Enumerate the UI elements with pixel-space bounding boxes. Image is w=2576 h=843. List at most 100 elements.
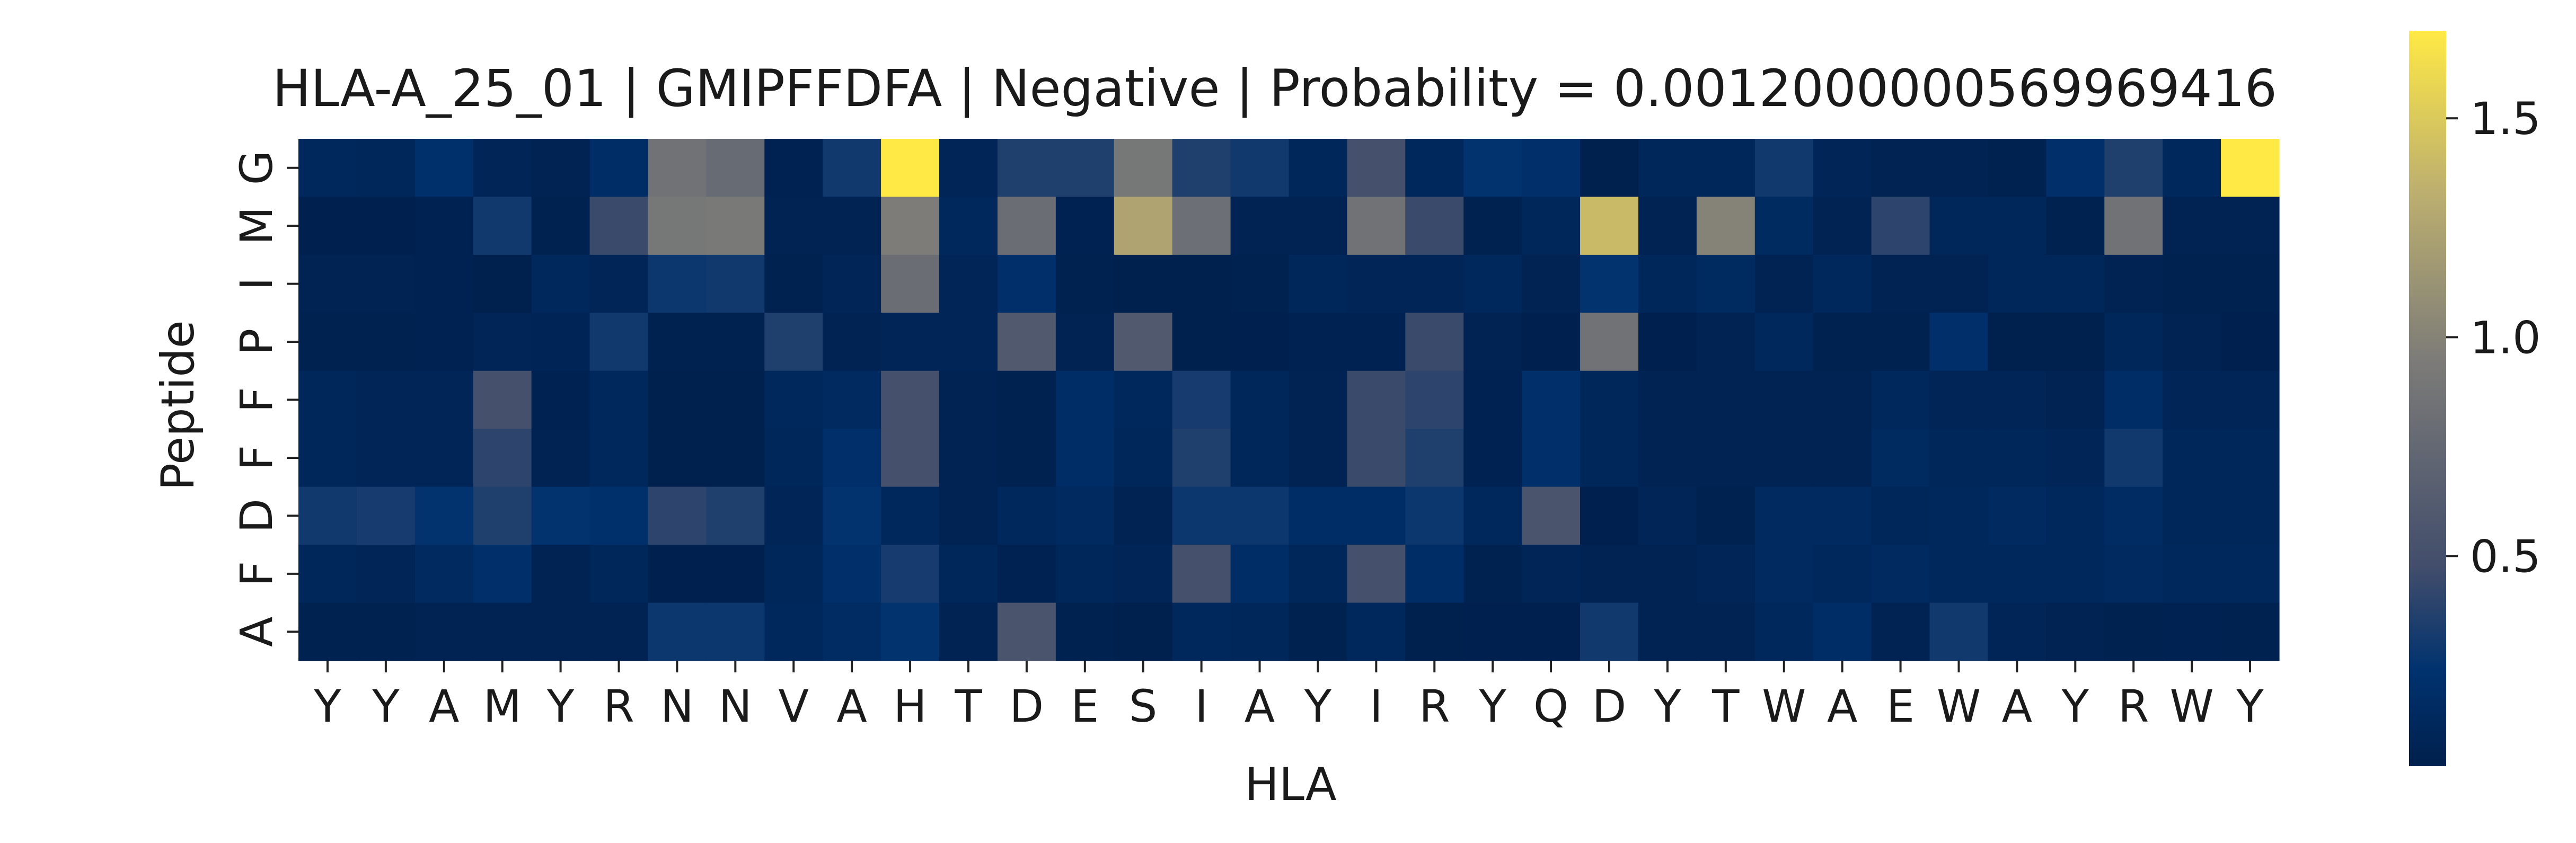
heatmap-cell [2163, 602, 2221, 661]
heatmap-cell [1696, 545, 1755, 604]
x-tick-label: R [603, 680, 634, 732]
heatmap-cell [1638, 370, 1697, 429]
y-tick-label: P [231, 329, 283, 356]
x-tick-label: Y [546, 680, 575, 732]
heatmap-cell [1929, 254, 1989, 313]
x-tick-label: Y [313, 680, 341, 732]
heatmap-cell [1696, 370, 1755, 429]
x-tick-label: W [1762, 680, 1806, 732]
x-axis-label: HLA [1245, 758, 1337, 811]
heatmap-cell [648, 313, 707, 371]
heatmap-cell [2046, 602, 2105, 661]
heatmap-cell [531, 545, 590, 604]
heatmap-cell [473, 139, 532, 198]
heatmap-cell [1522, 486, 1581, 545]
heatmap-cell [2221, 602, 2280, 661]
heatmap-cell [2104, 602, 2163, 661]
x-tick-label: A [1245, 680, 1275, 732]
heatmap-cell [1172, 139, 1231, 198]
heatmap-cell [1580, 139, 1639, 198]
heatmap-cell [2163, 197, 2221, 255]
heatmap-cell [2046, 197, 2105, 255]
heatmap-cell [1463, 139, 1522, 198]
heatmap-cell [414, 254, 474, 313]
heatmap-cell [1929, 429, 1989, 487]
heatmap-cell [2104, 429, 2163, 487]
heatmap-cell [2221, 139, 2280, 198]
heatmap-cell [706, 197, 765, 255]
heatmap-cell [1929, 486, 1989, 545]
heatmap-cell [356, 429, 416, 487]
heatmap-cell [939, 197, 998, 255]
heatmap-cell [1580, 370, 1639, 429]
heatmap-cell [1405, 602, 1464, 661]
heatmap-cell [1114, 602, 1173, 661]
heatmap-cell [2163, 313, 2221, 371]
heatmap-cell [1522, 545, 1581, 604]
heatmap-cell [1522, 313, 1581, 371]
heatmap-cell [1463, 254, 1522, 313]
heatmap-cell [1638, 545, 1697, 604]
heatmap-cell [1754, 602, 1814, 661]
heatmap-cell [1580, 197, 1639, 255]
heatmap-cell [1172, 313, 1231, 371]
heatmap-cell [531, 429, 590, 487]
heatmap-cell [1988, 370, 2046, 429]
heatmap-cell [589, 370, 649, 429]
heatmap-cell [1988, 545, 2046, 604]
heatmap-cell [1522, 370, 1581, 429]
heatmap-cell [997, 254, 1056, 313]
heatmap-cell [823, 139, 881, 198]
heatmap-cell [1696, 429, 1755, 487]
heatmap-cell [1289, 313, 1348, 371]
y-axis-label: Peptide [152, 320, 205, 490]
heatmap-cell [2163, 429, 2221, 487]
heatmap-cell [1871, 370, 1930, 429]
heatmap-cell [1754, 545, 1814, 604]
heatmap-cell [1813, 429, 1872, 487]
heatmap-cell [2104, 313, 2163, 371]
heatmap-cell [1055, 602, 1115, 661]
heatmap-cell [1172, 602, 1231, 661]
heatmap-cell [2046, 254, 2105, 313]
heatmap-cell [1055, 370, 1115, 429]
heatmap-cell [1347, 486, 1406, 545]
heatmap-cell [823, 545, 881, 604]
heatmap-cell [2104, 197, 2163, 255]
heatmap-cell [648, 197, 707, 255]
heatmap-cell [2104, 254, 2163, 313]
heatmap-cell [298, 602, 357, 661]
heatmap-cell [939, 429, 998, 487]
x-tick-label: H [893, 680, 927, 732]
heatmap-cell [881, 313, 940, 371]
heatmap-cell [1638, 429, 1697, 487]
heatmap-cell [1696, 197, 1755, 255]
heatmap-cell [1988, 313, 2046, 371]
heatmap-cell [1114, 370, 1173, 429]
heatmap-cell [823, 602, 881, 661]
heatmap-cell [1114, 545, 1173, 604]
heatmap-cell [1114, 313, 1173, 371]
heatmap-cell [1871, 139, 1930, 198]
heatmap-cell [1871, 313, 1930, 371]
heatmap-cell [1289, 370, 1348, 429]
heatmap-cell [298, 545, 357, 604]
heatmap-cell [1172, 370, 1231, 429]
heatmap-cell [473, 486, 532, 545]
heatmap-cell [706, 486, 765, 545]
heatmap-cell [648, 139, 707, 198]
heatmap-cell [1929, 197, 1989, 255]
x-tick-label: N [660, 680, 694, 732]
heatmap-cell [589, 602, 649, 661]
colorbar-tick-label: 1.5 [2470, 93, 2541, 145]
heatmap-cell [1230, 139, 1290, 198]
heatmap-cell [1754, 139, 1814, 198]
heatmap-cell [298, 370, 357, 429]
x-tick-label: A [836, 680, 867, 732]
heatmap-cell [1055, 486, 1115, 545]
heatmap-cell [997, 370, 1056, 429]
heatmap-cell [1522, 197, 1581, 255]
y-tick-label: D [231, 499, 283, 533]
heatmap-cell [2221, 313, 2280, 371]
